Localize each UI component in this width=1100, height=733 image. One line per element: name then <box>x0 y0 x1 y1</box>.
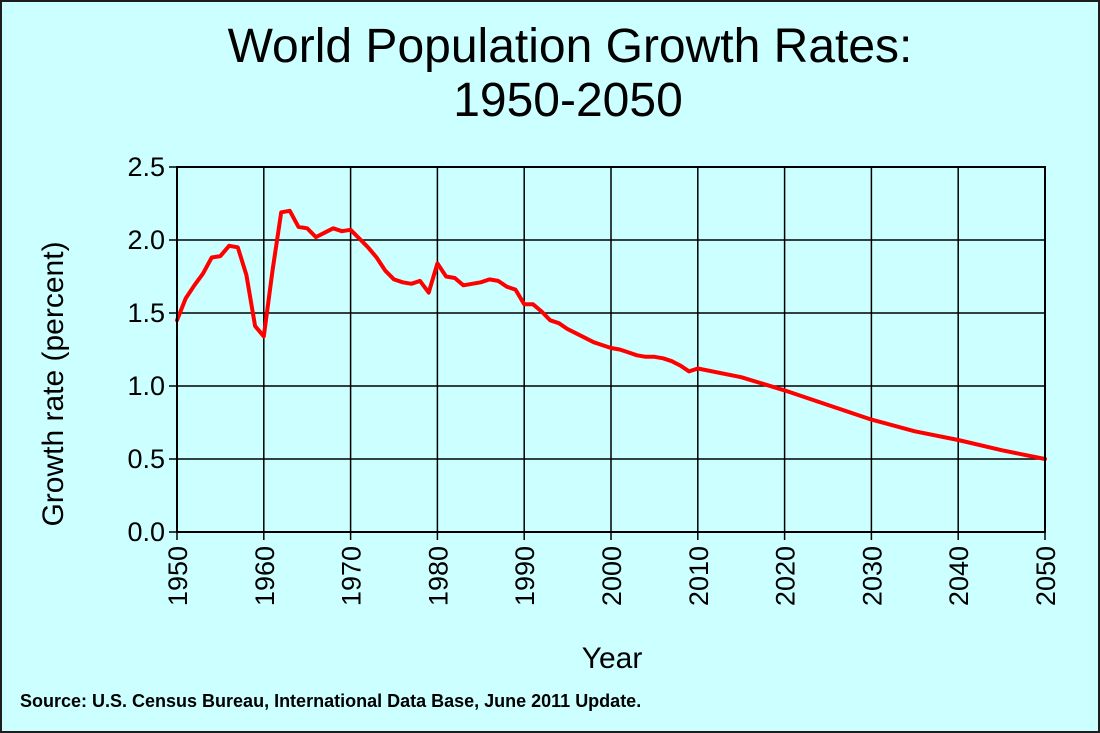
chart-title-line-1: World Population Growth Rates: <box>228 20 913 73</box>
x-axis-ticks: 1950 1960 1970 1980 1990 2000 2010 2020 2030 2040… <box>163 532 1061 606</box>
y-tick-label: 2.5 <box>127 152 165 182</box>
x-tick-label: 1950 <box>163 546 193 606</box>
plot-area-border <box>176 166 1046 533</box>
x-tick-label: 2010 <box>684 546 714 606</box>
y-tick-label: 1.0 <box>127 371 165 401</box>
x-axis-label: Year <box>582 642 643 675</box>
y-tick-label: 0.0 <box>127 517 165 547</box>
y-axis-ticks: 0.0 0.5 1.0 1.5 2.0 2.5 <box>127 152 177 547</box>
y-tick-label: 2.0 <box>127 225 165 255</box>
x-tick-label: 2040 <box>944 546 974 606</box>
y-tick-label: 1.5 <box>127 298 165 328</box>
x-tick-label: 1980 <box>423 546 453 606</box>
x-tick-label: 1970 <box>337 546 367 606</box>
x-tick-label: 1960 <box>250 546 280 606</box>
x-tick-label: 2000 <box>597 546 627 606</box>
x-tick-label: 2050 <box>1031 546 1061 606</box>
source-note: Source: U.S. Census Bureau, Internationa… <box>20 691 641 711</box>
x-tick-label: 2020 <box>771 546 801 606</box>
x-tick-label: 1990 <box>510 546 540 606</box>
plot-border <box>176 166 1046 533</box>
chart-title-line-2: 1950-2050 <box>453 74 683 127</box>
y-tick-label: 0.5 <box>127 444 165 474</box>
x-tick-label: 2030 <box>857 546 887 606</box>
y-axis-label: Growth rate (percent) <box>37 241 70 526</box>
